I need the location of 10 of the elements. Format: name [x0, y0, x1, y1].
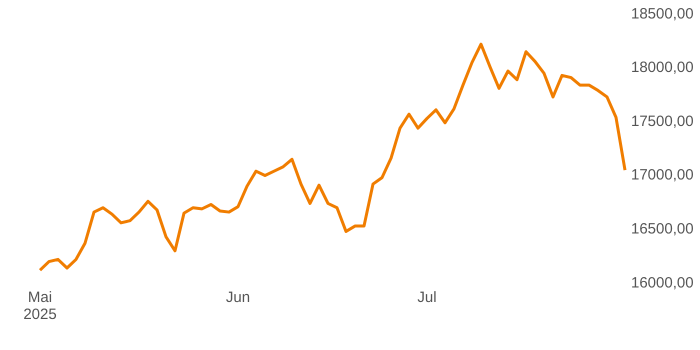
y-tick-label: 18500,00: [631, 5, 694, 22]
y-tick-label: 17500,00: [631, 112, 694, 130]
y-tick-label: 17000,00: [631, 166, 694, 184]
x-tick-label: Jun: [226, 289, 250, 306]
y-tick-label: 18000,00: [631, 59, 694, 76]
y-tick-label: 16500,00: [631, 220, 694, 238]
line-series: [38, 42, 626, 272]
x-tick-label: Mai 2025: [23, 289, 57, 323]
x-tick-label: Jul: [417, 289, 437, 306]
y-tick-label: 16000,00: [631, 274, 694, 292]
